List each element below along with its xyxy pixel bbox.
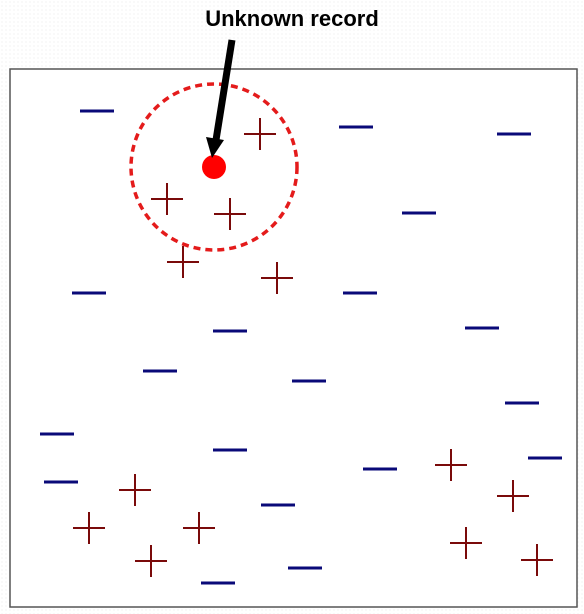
plus-point <box>119 474 151 506</box>
data-points <box>40 109 562 585</box>
plus-point <box>151 183 183 215</box>
plus-point <box>435 449 467 481</box>
diagram-title: Unknown record <box>205 6 379 31</box>
plus-point <box>521 544 553 576</box>
plus-point <box>183 512 215 544</box>
arrow-head <box>206 137 224 158</box>
arrow-shaft <box>212 39 236 141</box>
plus-point <box>167 246 199 278</box>
plus-point <box>244 118 276 150</box>
plus-point <box>261 262 293 294</box>
plot-frame <box>9 68 578 608</box>
plus-point <box>73 512 105 544</box>
plus-point <box>135 545 167 577</box>
plus-point <box>497 480 529 512</box>
plus-point <box>214 198 246 230</box>
unknown-record-point <box>202 155 226 179</box>
neighborhood-circle <box>129 82 299 252</box>
plus-point <box>450 527 482 559</box>
